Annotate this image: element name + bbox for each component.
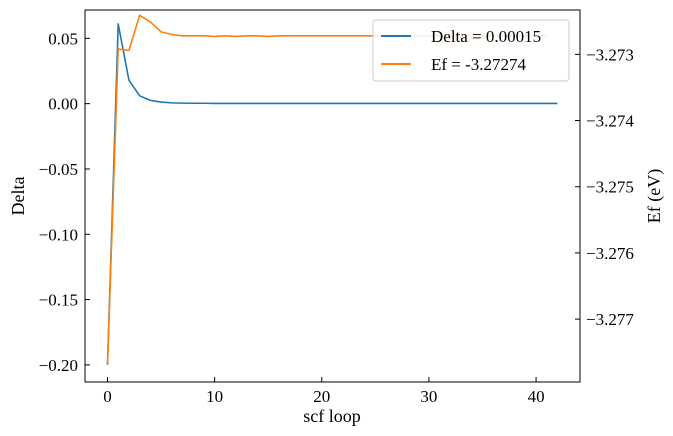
left-y-tick-label: −0.10 <box>39 225 78 244</box>
x-axis-label: scf loop <box>303 406 361 426</box>
legend-label-delta: Delta = 0.00015 <box>431 27 541 46</box>
legend-label-ef: Ef = -3.27274 <box>431 55 527 74</box>
left-y-tick-label: −0.05 <box>39 160 78 179</box>
x-tick-label: 10 <box>206 387 223 406</box>
left-y-tick-label: −0.15 <box>39 291 78 310</box>
x-tick-label: 40 <box>528 387 545 406</box>
x-axis-ticks: 0 10 20 30 40 <box>103 377 545 406</box>
left-y-tick-label: −0.20 <box>39 356 78 375</box>
legend-box <box>372 19 570 82</box>
left-y-tick-label: 0.05 <box>48 29 78 48</box>
x-tick-label: 20 <box>313 387 330 406</box>
right-y-tick-label: −3.276 <box>586 244 634 263</box>
right-y-tick-label: −3.277 <box>586 310 634 329</box>
left-y-axis-label: Delta <box>8 177 28 216</box>
right-y-tick-label: −3.275 <box>586 178 634 197</box>
plot-frame <box>84 9 581 383</box>
x-tick-label: 0 <box>103 387 112 406</box>
legend: Delta = 0.00015 Ef = -3.27274 <box>372 19 570 82</box>
series-line-0 <box>106 23 558 365</box>
right-y-tick-label: −3.273 <box>586 45 634 64</box>
left-y-tick-label: 0.00 <box>48 95 78 114</box>
right-y-tick-label: −3.274 <box>586 112 634 131</box>
x-tick-label: 30 <box>420 387 437 406</box>
left-y-axis-ticks: 0.05 0.00 −0.05 −0.10 −0.15 −0.20 <box>39 29 90 375</box>
right-y-axis-ticks: −3.273 −3.274 −3.275 −3.276 −3.277 <box>575 45 634 329</box>
right-y-axis-label: Ef (eV) <box>644 169 665 223</box>
